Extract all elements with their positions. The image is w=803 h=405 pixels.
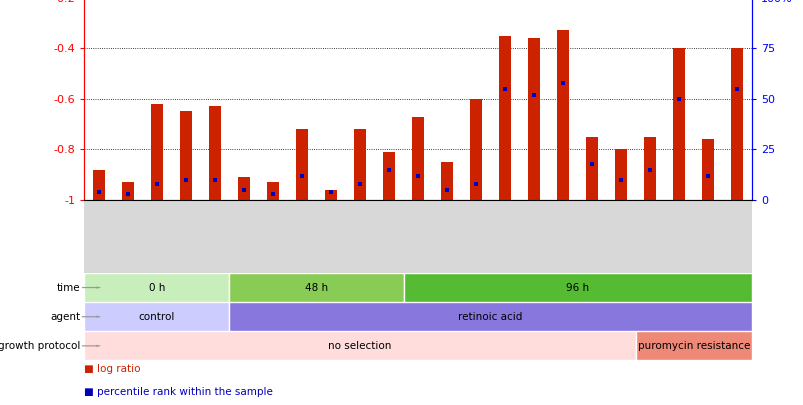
Bar	[238, 177, 250, 200]
Text: agent: agent	[51, 312, 80, 322]
Text: retinoic acid: retinoic acid	[458, 312, 522, 322]
Text: control: control	[139, 312, 175, 322]
Bar	[556, 30, 569, 200]
Bar	[673, 48, 684, 200]
Bar	[229, 273, 403, 302]
Bar	[267, 182, 279, 200]
Bar	[635, 331, 751, 360]
Bar	[403, 273, 751, 302]
Bar	[731, 48, 742, 200]
Bar	[499, 36, 510, 200]
Text: 96 h: 96 h	[565, 283, 589, 292]
Bar	[383, 152, 394, 200]
Bar	[229, 302, 751, 331]
Bar	[93, 170, 104, 200]
Bar	[180, 111, 192, 200]
Text: 48 h: 48 h	[304, 283, 328, 292]
Text: ■ log ratio: ■ log ratio	[84, 364, 141, 375]
Bar	[614, 149, 626, 200]
Bar	[354, 129, 365, 200]
Text: growth protocol: growth protocol	[0, 341, 80, 351]
Bar	[84, 273, 229, 302]
Bar	[84, 331, 635, 360]
Bar	[702, 139, 713, 200]
Bar	[412, 117, 423, 200]
Text: no selection: no selection	[328, 341, 391, 351]
Text: time: time	[57, 283, 80, 292]
Bar	[151, 104, 162, 200]
Bar	[325, 190, 336, 200]
Bar	[585, 137, 597, 200]
Bar	[470, 99, 481, 200]
Bar	[296, 129, 308, 200]
Bar	[528, 38, 540, 200]
Bar	[209, 107, 221, 200]
Bar	[643, 137, 655, 200]
Bar	[84, 302, 229, 331]
Bar	[441, 162, 452, 200]
Text: ■ percentile rank within the sample: ■ percentile rank within the sample	[84, 387, 273, 397]
Text: 0 h: 0 h	[149, 283, 165, 292]
Bar	[122, 182, 133, 200]
Text: puromycin resistance: puromycin resistance	[637, 341, 749, 351]
